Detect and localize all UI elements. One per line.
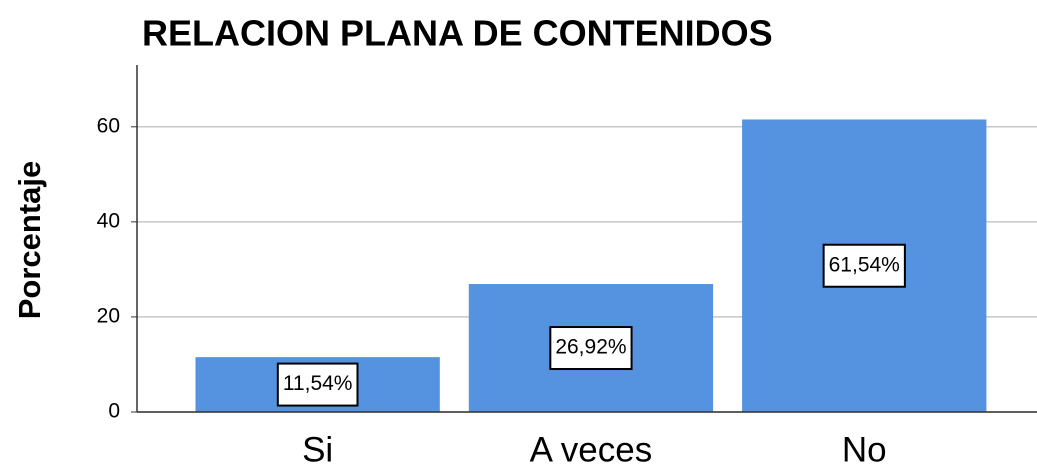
chart-title: RELACION PLANA DE CONTENIDOS [142,13,773,54]
y-axis-label: Porcentaje [12,161,47,320]
data-label-box [549,326,633,371]
y-tick-label: 40 [97,209,120,232]
data-label: 11,54% [283,372,353,395]
y-tick-label: 60 [97,114,120,137]
data-label-box [822,243,906,288]
data-label: 26,92% [555,336,626,359]
x-tick-label: Si [302,430,333,469]
data-label-box [276,362,359,407]
y-tick-label: 0 [108,400,120,423]
data-label: 61,54% [829,253,900,276]
y-tick-label: 20 [97,304,120,327]
x-tick-label: No [842,430,887,469]
x-tick-label: A veces [530,430,653,469]
